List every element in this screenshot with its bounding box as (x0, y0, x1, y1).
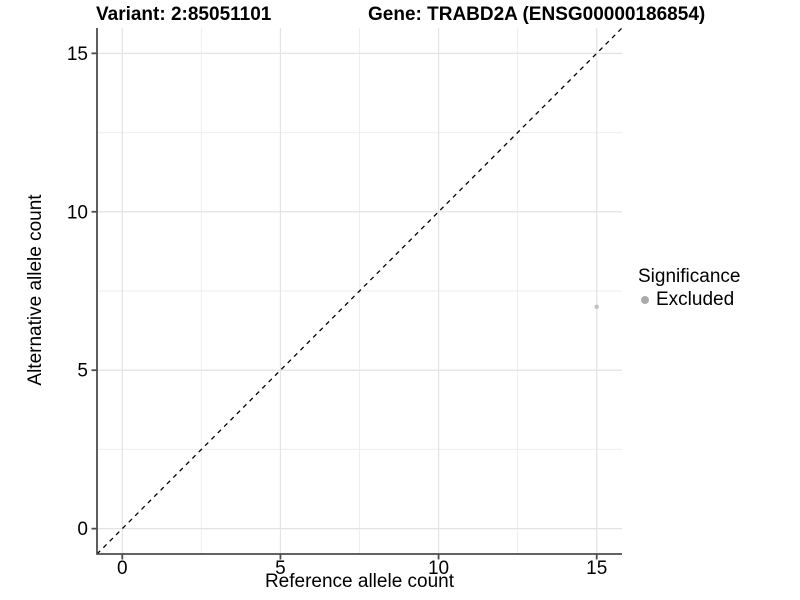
x-tick-label: 10 (428, 558, 449, 579)
identity-dashed-line (96, 27, 623, 555)
legend: Significance Excluded (638, 266, 740, 311)
variant-title: Variant: 2:85051101 (96, 4, 272, 25)
x-tick-label: 15 (586, 558, 607, 579)
gene-title: Gene: TRABD2A (ENSG00000186854) (368, 4, 706, 25)
y-tick-label: 5 (77, 361, 88, 382)
axis-lines (96, 28, 622, 555)
x-tick-label: 5 (275, 558, 286, 579)
y-tick-label: 10 (67, 202, 88, 223)
legend-key-dot-icon (641, 296, 649, 304)
data-point (594, 304, 599, 310)
legend-title: Significance (638, 266, 741, 287)
x-tick-label: 0 (117, 558, 128, 579)
legend-item-excluded: Excluded (638, 289, 740, 311)
y-tick-label: 0 (77, 519, 88, 540)
legend-item-label: Excluded (656, 289, 735, 310)
y-axis-title: Alternative allele count (25, 194, 46, 386)
y-tick-label: 15 (67, 44, 88, 65)
x-axis-title: Reference allele count (264, 571, 455, 592)
